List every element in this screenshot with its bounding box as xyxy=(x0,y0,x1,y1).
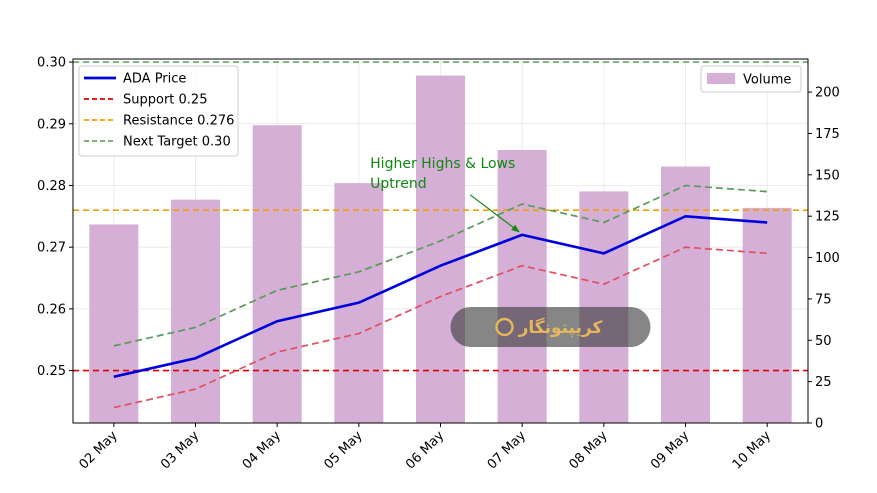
y2-tick-label-2: 50 xyxy=(815,334,832,349)
annotation-text-1: Uptrend xyxy=(370,176,426,192)
y2-tick-label-0: 0 xyxy=(815,417,823,432)
x-tick-label-06-may: 06 May xyxy=(403,428,447,472)
reference-lines xyxy=(73,61,808,372)
legend-swatch-volume xyxy=(707,73,735,84)
legend-label-resistance-0-276: Resistance 0.276 xyxy=(123,114,234,129)
y2-tick-label-3: 75 xyxy=(815,292,832,307)
y-tick-label-2: 0.27 xyxy=(37,241,66,256)
legend-right: Volume xyxy=(700,65,802,93)
legend-right-box xyxy=(700,65,802,93)
x-tick-label-09-may: 09 May xyxy=(648,428,692,472)
y2-tick-label-1: 25 xyxy=(815,375,832,390)
legend-label-ada-price: ADA Price xyxy=(123,72,186,87)
y-tick-label-3: 0.28 xyxy=(37,179,66,194)
y2-tick-label-4: 100 xyxy=(815,251,840,266)
legend-left-box xyxy=(78,65,239,157)
x-tick-label-08-may: 08 May xyxy=(566,428,610,472)
x-tick-label-04-may: 04 May xyxy=(240,428,284,472)
y-tick-label-1: 0.26 xyxy=(37,302,66,317)
annotation-arrow xyxy=(469,194,520,233)
x-tick-label-07-may: 07 May xyxy=(485,428,529,472)
watermark: کریپتونگار xyxy=(450,307,651,347)
volume-bar-09-may xyxy=(661,166,710,423)
volume-bar-07-may xyxy=(497,150,547,423)
legend-label-volume: Volume xyxy=(743,73,791,88)
volume-bar-03-may xyxy=(171,199,220,423)
volume-bar-02-may xyxy=(89,224,139,423)
volume-bar-04-may xyxy=(252,125,302,423)
x-tick-label-10-may: 10 May xyxy=(730,428,774,472)
watermark-pill xyxy=(450,307,651,347)
y2-tick-label-8: 200 xyxy=(815,86,840,101)
watermark-text: کریپتونگار xyxy=(518,317,603,338)
x-tick-label-05-may: 05 May xyxy=(321,428,365,472)
x-tick-label-03-may: 03 May xyxy=(158,428,202,472)
volume-bar-06-may xyxy=(416,75,465,423)
y2-tick-label-5: 125 xyxy=(815,210,840,225)
y2-tick-label-6: 150 xyxy=(815,168,840,183)
legend-left: ADA Price Support 0.25 Resistance 0.276 Nex… xyxy=(78,65,239,157)
price-lines xyxy=(113,184,768,409)
annotation: Higher Highs & Lows Uptrend xyxy=(370,156,520,233)
volume-bars xyxy=(89,75,792,423)
legend-label-next-target-0-30: Next Target 0.30 xyxy=(123,135,231,150)
y-tick-label-4: 0.29 xyxy=(37,117,66,132)
crypto-c-logo xyxy=(495,317,514,337)
y2-tick-label-7: 175 xyxy=(815,127,840,142)
y-tick-label-5: 0.30 xyxy=(37,56,66,71)
volume-bar-10-may xyxy=(742,207,792,423)
legend-label-support-0-25: Support 0.25 xyxy=(123,93,207,108)
y-tick-label-0: 0.25 xyxy=(37,364,66,379)
annotation-text-0: Higher Highs & Lows xyxy=(370,156,515,172)
x-tick-label-02-may: 02 May xyxy=(76,428,120,472)
